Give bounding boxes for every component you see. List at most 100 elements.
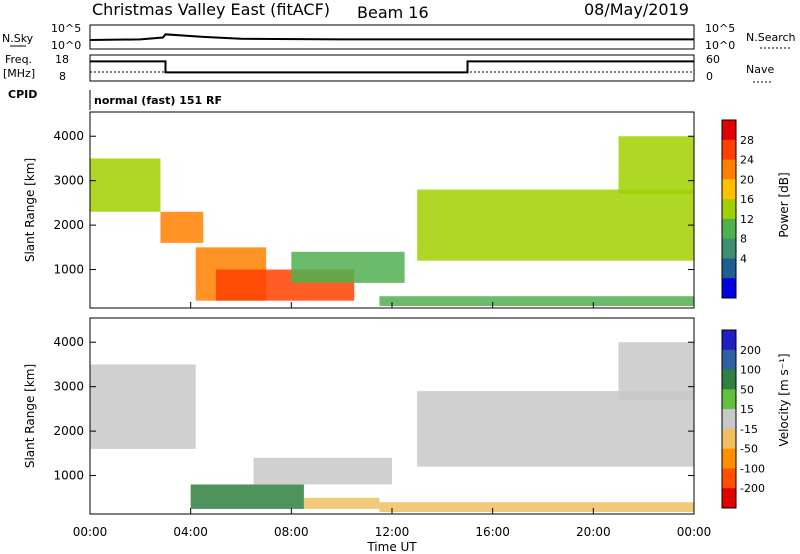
xtick-label-3: 12:00 [375,525,410,539]
freq-tick-bottom: 8 [59,70,66,83]
vel-cells-region-5 [417,391,694,467]
power-cb-swatch-2 [722,159,736,180]
freq-panel-frame [89,54,695,82]
power-yticks-label-2000: 2000 [53,218,84,232]
power-cb-tick-5: 8 [740,233,747,246]
power-cells-region-4 [291,251,405,283]
xtick-label-2: 08:00 [274,525,309,539]
xtick-label-5: 20:00 [576,525,611,539]
xtick-label-6: 00:00 [677,525,712,539]
noise-tick-right-top: 10^5 [705,22,735,35]
freq-series [90,60,694,74]
nsearch-label: N.Search [746,31,796,44]
power-heatmap [90,136,694,306]
nsky-label: N.Sky [2,32,34,45]
x-axis: 00:00 04:00 08:00 12:00 16:00 20:00 00:00 [73,302,712,539]
vel-cb-swatch-0 [722,330,736,351]
x-axis-title: Time UT [366,540,417,554]
vel-cb-swatch-5 [722,428,736,450]
xtick-label-0: 00:00 [73,525,108,539]
noise-series [89,33,694,42]
power-yaxis: 1000 2000 3000 4000 [53,129,694,277]
power-cb-tick-3: 16 [740,193,754,206]
vel-cb-tick-3: 15 [740,403,754,416]
power-cells-region-6 [417,189,694,261]
vel-yticks-label-4000: 4000 [53,335,84,349]
power-cb-swatch-6 [722,238,736,259]
power-cb-swatch-8 [722,278,736,299]
velocity-ylabel: Slant Range [km] [23,364,37,468]
vel-cells-region-2 [253,457,392,485]
power-cells-region-0 [90,158,161,212]
vel-cb-tick-1: 100 [740,364,761,377]
power-cb-swatch-7 [722,258,736,279]
vel-cb-tick-0: 200 [740,344,761,357]
power-cb-swatch-1 [722,139,736,161]
nsky-line [89,33,694,42]
vel-cb-tick-2: 50 [740,383,754,396]
power-cb-swatch-4 [722,199,736,220]
vel-cb-swatch-4 [722,409,736,430]
vel-cb-tick-4: -15 [740,423,758,436]
power-cells-region-7 [618,136,694,194]
power-colorbar: 28 24 20 16 12 8 4 [721,119,754,299]
noise-panel-frame [89,24,695,50]
nave-tick-top: 60 [706,53,720,66]
power-cb-frame [721,119,737,299]
power-cb-label: Power [dB] [777,172,791,237]
freq-tick-top: 18 [55,53,69,66]
power-cb-swatch-5 [722,218,736,240]
noise-tick-top: 10^5 [51,22,81,35]
velocity-yaxis: 1000 2000 3000 4000 [53,335,694,483]
vel-cb-swatch-2 [722,369,736,390]
vel-cb-tick-7: -200 [740,482,765,495]
power-yticks-label-4000: 4000 [53,129,84,143]
power-cb-swatch-3 [722,179,736,200]
vel-cells-region-1 [190,484,304,509]
noise-tick-right-bottom: 10^0 [705,39,735,52]
nave-tick-bottom: 0 [706,70,713,83]
freq-label-1: Freq. [5,53,32,66]
velocity-heatmap [90,342,694,512]
plot-title: Christmas Valley East (fitACF) [92,0,330,19]
vel-cb-swatch-1 [722,349,736,371]
beam-label: Beam 16 [357,3,429,22]
power-cells-region-5 [379,296,694,306]
vel-cb-tick-6: -100 [740,462,765,475]
power-ylabel: Slant Range [km] [23,158,37,262]
vel-yticks-label-2000: 2000 [53,424,84,438]
freq-label-2: [MHz] [3,67,35,80]
power-cb-tick-1: 24 [740,154,754,167]
power-cb-tick-6: 4 [740,252,747,265]
freq-line [90,60,694,74]
noise-tick-bottom: 10^0 [51,39,81,52]
vel-cells-region-4 [379,502,694,512]
vel-yticks-label-1000: 1000 [53,469,84,483]
vel-cb-frame [721,329,737,509]
velocity-colorbar: 200 100 50 15 -15 -50 -100 -200 [721,329,765,509]
power-cb-tick-2: 20 [740,173,754,186]
vel-cells-region-3 [303,497,380,509]
power-cb-tick-4: 12 [740,213,754,226]
cpid-text: normal (fast) 151 RF [94,94,222,107]
xtick-label-4: 16:00 [475,525,510,539]
vel-cb-swatch-8 [722,488,736,509]
nave-label: Nave [746,63,774,76]
power-cells-region-1 [160,211,204,243]
vel-cb-swatch-7 [722,468,736,489]
vel-cb-tick-5: -50 [740,443,758,456]
velocity-cb-label: Velocity [m s⁻¹] [777,353,791,446]
power-yticks-label-3000: 3000 [53,174,84,188]
cpid-label: CPID [8,88,37,101]
power-cb-swatch-0 [722,120,736,141]
vel-yticks-label-3000: 3000 [53,380,84,394]
vel-cells-region-6 [618,342,694,400]
vel-cells-region-0 [90,364,196,449]
xtick-label-1: 04:00 [173,525,208,539]
vel-cb-swatch-6 [722,448,736,469]
power-cb-tick-0: 28 [740,134,754,147]
vel-cb-swatch-3 [722,389,736,410]
date-label: 08/May/2019 [584,0,689,19]
power-yticks-label-1000: 1000 [53,263,84,277]
